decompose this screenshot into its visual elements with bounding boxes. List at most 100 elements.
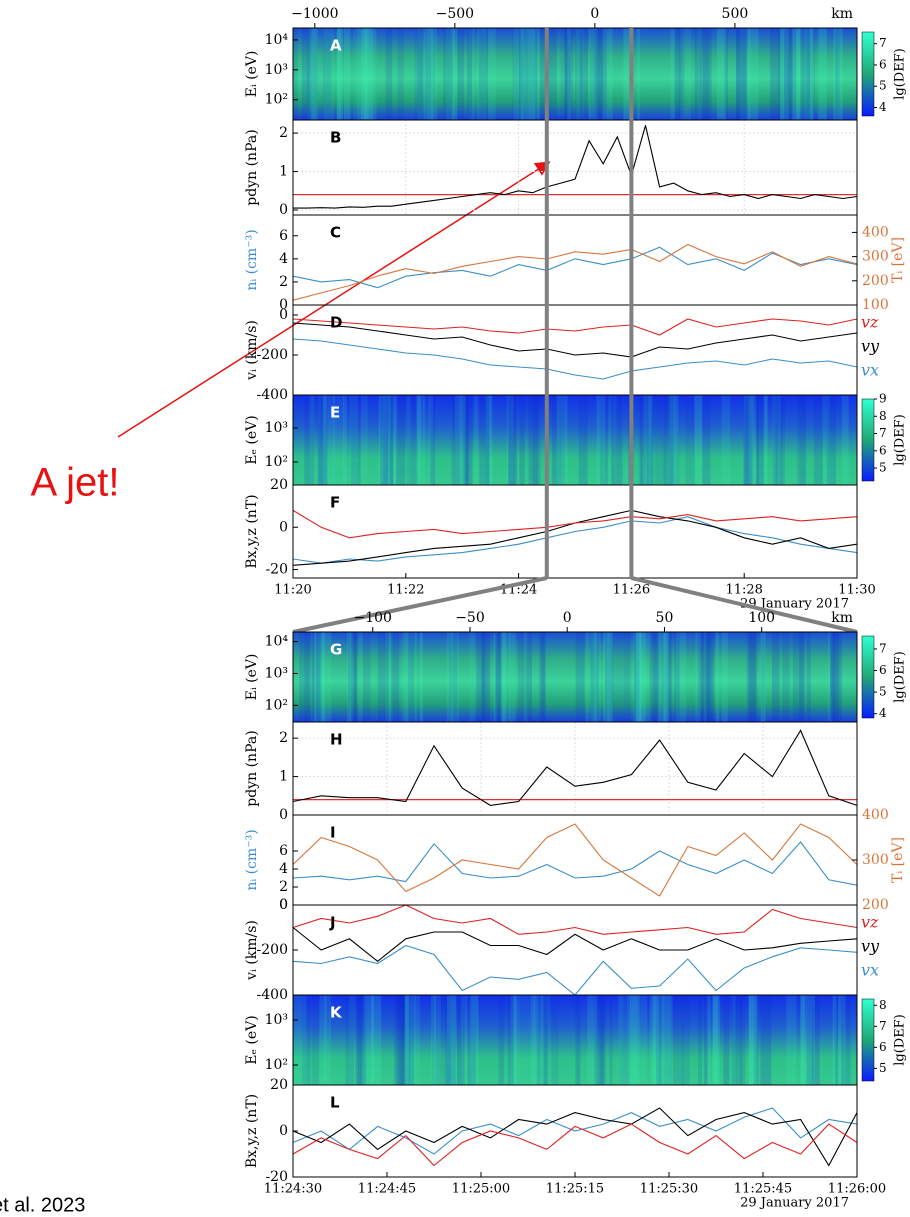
spectrogram-texture — [740, 995, 746, 1085]
spectrogram-texture — [809, 28, 813, 120]
spectrogram-texture — [400, 995, 411, 1085]
spectrogram-texture — [700, 28, 710, 120]
y2-tick-label: 400 — [862, 224, 889, 240]
spectrogram-texture — [602, 28, 613, 120]
spectrogram-texture — [685, 395, 696, 485]
panel-letter: B — [330, 129, 341, 147]
spectrogram-texture — [536, 995, 541, 1085]
spectrogram-texture — [314, 632, 325, 722]
spectrogram-texture — [638, 995, 648, 1085]
panel-letter: K — [330, 1004, 343, 1022]
spectrogram-texture — [363, 995, 374, 1085]
spectrogram-texture — [575, 28, 583, 120]
spectrogram-texture — [306, 28, 318, 120]
spectrogram-texture — [476, 632, 486, 722]
spectrogram-texture — [578, 395, 588, 485]
colorbar-tick-label: 9 — [879, 392, 887, 406]
spectrogram-texture — [520, 28, 526, 120]
spectrogram-texture — [782, 632, 790, 722]
spectrogram-texture — [704, 995, 708, 1085]
y-axis-label: nᵢ (cm⁻³) — [244, 229, 260, 290]
y-tick-label: 0 — [279, 897, 288, 913]
y-tick-label: 0 — [279, 1123, 288, 1139]
spectrogram-texture — [474, 995, 479, 1085]
spectrogram-texture — [485, 395, 490, 485]
spectrogram-texture — [667, 632, 671, 722]
spectrogram-texture — [525, 28, 532, 120]
legend-entry: vy — [861, 937, 880, 956]
spectrogram-texture — [674, 632, 680, 722]
spectrogram-texture — [656, 995, 662, 1085]
spectrogram-texture — [627, 995, 631, 1085]
panel-frame — [292, 904, 858, 996]
spectrogram-texture — [363, 632, 371, 722]
colorbar-tick-label: 5 — [879, 461, 887, 475]
spectrogram-texture — [477, 28, 487, 120]
spectrogram-texture — [446, 632, 454, 722]
spectrogram-texture — [575, 995, 581, 1085]
x-tick-label: 11:26 — [613, 583, 650, 598]
spectrogram-texture — [307, 28, 317, 120]
spectrogram-texture — [736, 28, 747, 120]
spectrogram-texture — [604, 632, 614, 722]
spectrogram-texture — [634, 632, 639, 722]
spectrogram-texture — [716, 28, 727, 120]
spectrogram-texture — [780, 28, 790, 120]
y-axis-label: pdyn (nPa) — [244, 129, 260, 205]
spectrogram-texture — [748, 395, 757, 485]
spectrogram-texture — [479, 395, 490, 485]
spectrogram-texture — [495, 632, 502, 722]
spectrogram-texture — [660, 995, 672, 1085]
spectrogram-texture — [495, 632, 501, 722]
spectrogram-texture — [675, 632, 687, 722]
spectrogram-texture — [654, 395, 665, 485]
colorbar-tick-label: 7 — [879, 426, 887, 440]
spectrogram-texture — [464, 395, 469, 485]
y-tick-label: 0 — [279, 519, 288, 535]
km-tick-label: −50 — [455, 610, 485, 626]
spectrogram-texture — [682, 995, 690, 1085]
spectrogram-texture — [770, 28, 781, 120]
spectrogram-texture — [364, 28, 374, 120]
spectrogram-texture — [449, 632, 458, 722]
spectrogram-texture — [395, 995, 406, 1085]
spectrogram — [293, 632, 857, 722]
spectrogram-texture — [508, 995, 514, 1085]
panel-letter: F — [330, 494, 340, 512]
arrow — [117, 161, 551, 438]
spectrogram-texture — [323, 28, 334, 120]
series-line — [292, 841, 858, 886]
y2-tick-label: 300 — [862, 852, 889, 868]
spectrogram-texture — [517, 632, 526, 722]
spectrogram-texture — [664, 632, 670, 722]
spectrogram-texture — [322, 28, 332, 120]
legend-entry: vx — [861, 361, 879, 380]
spectrogram-texture — [443, 995, 451, 1085]
y-tick-label: 2 — [279, 879, 288, 895]
spectrogram-texture — [408, 995, 415, 1085]
spectrogram-texture — [721, 632, 728, 722]
panel-letter: A — [330, 37, 342, 55]
spectrogram-texture — [451, 28, 458, 120]
spectrogram-texture — [630, 995, 639, 1085]
y2-axis-label: Tᵢ [eV] — [890, 237, 906, 283]
spectrogram-texture — [419, 632, 423, 722]
spectrogram-texture — [643, 395, 650, 485]
spectrogram-texture — [723, 995, 730, 1085]
y-tick-label: 1 — [279, 164, 288, 180]
date: 29 January 2017 — [740, 597, 849, 612]
spectrogram-texture — [631, 995, 640, 1085]
spectrogram-texture — [377, 632, 389, 722]
spectrogram-texture — [646, 395, 653, 485]
spectrogram-texture — [779, 28, 790, 120]
y-tick-label: 6 — [279, 843, 288, 859]
y-axis-label: Bx,y,z (nT) — [244, 494, 260, 568]
y-tick-label: 2 — [279, 125, 288, 141]
spectrogram-texture — [345, 995, 355, 1085]
spectrogram-texture — [743, 395, 754, 485]
spectrogram-texture — [551, 395, 562, 485]
spectrogram-texture — [478, 28, 488, 120]
spectrogram-texture — [353, 632, 358, 722]
spectrogram-texture — [772, 632, 780, 722]
spectrogram-texture — [591, 632, 601, 722]
